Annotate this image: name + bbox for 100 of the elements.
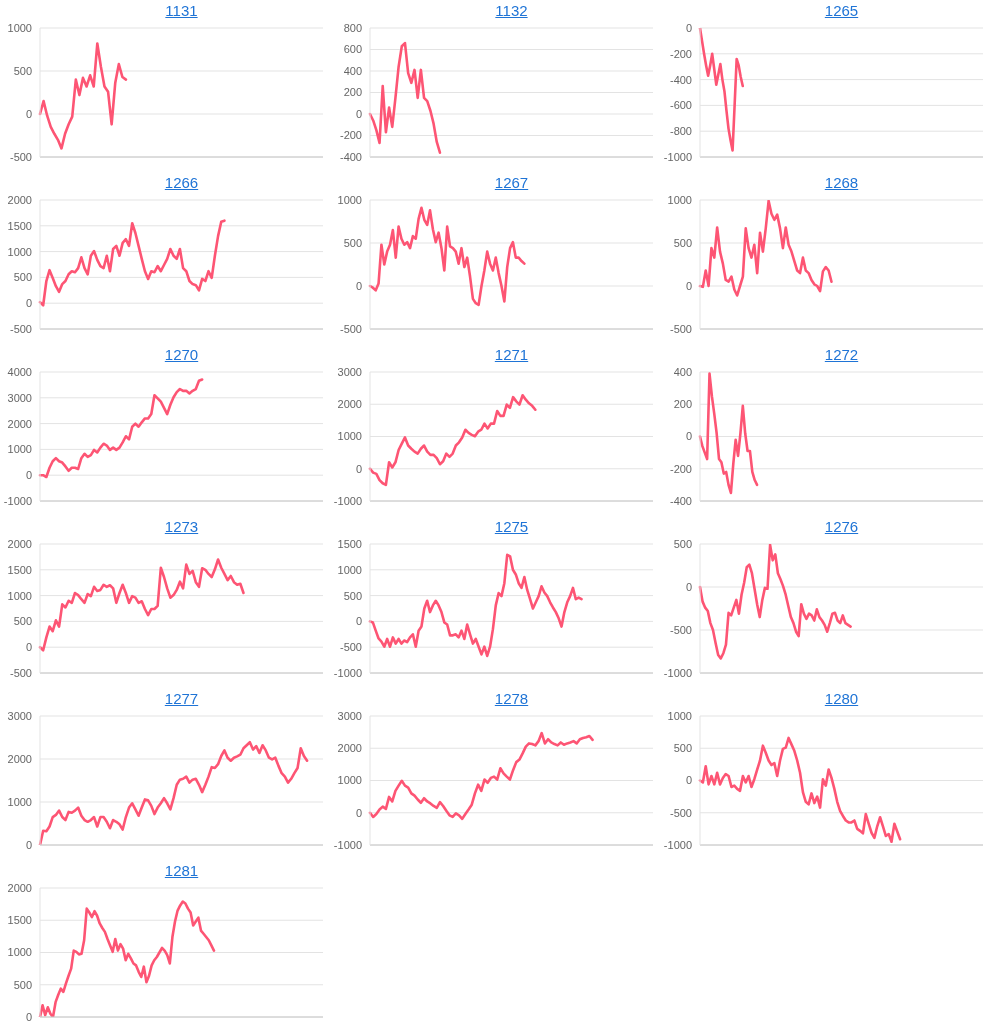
y-tick-label: 500 [343,589,362,602]
y-tick-label: -400 [669,494,692,507]
line-series [38,900,216,1017]
line-series [38,558,245,652]
y-tick-label: 0 [355,806,362,819]
y-tick-label: -1000 [3,494,32,507]
y-tick-label: 0 [25,107,32,120]
line-series [38,219,226,307]
y-tick-label: 2000 [7,752,32,765]
y-tick-label: 1000 [667,709,692,722]
y-tick-label: 800 [343,21,362,34]
y-tick-label: 500 [13,64,32,77]
y-tick-label: 500 [13,978,32,991]
line-series [368,553,583,658]
y-tick-label: -500 [9,666,32,679]
line-series [38,740,309,845]
y-tick-label: -1000 [663,150,692,163]
y-tick-label: 400 [343,64,362,77]
y-tick-label: 0 [25,838,32,851]
y-tick-label: -500 [9,150,32,163]
y-tick-label: -500 [669,806,692,819]
y-tick-label: 500 [673,742,692,755]
y-tick-label: 0 [25,641,32,654]
y-tick-label: 4000 [7,365,32,378]
y-tick-label: -500 [669,623,692,636]
y-tick-label: -500 [669,322,692,335]
chart-title: 1273 [163,518,200,535]
y-tick-label: 2000 [7,417,32,430]
y-tick-label: 1500 [7,219,32,232]
y-tick-label: 0 [355,279,362,292]
chart-title: 1280 [823,690,860,707]
y-tick-label: -200 [669,462,692,475]
y-tick-label: -400 [669,73,692,86]
y-tick-label: 200 [673,398,692,411]
line-series [698,200,833,297]
y-tick-label: -600 [669,99,692,112]
y-tick-label: -500 [339,322,362,335]
y-tick-label: 500 [13,615,32,628]
chart-title: 1272 [823,346,860,363]
chart-title: 1281 [163,862,200,879]
y-tick-label: -1000 [333,666,362,679]
y-tick-label: 500 [673,236,692,249]
y-tick-label: 600 [343,43,362,56]
y-tick-label: 0 [685,580,692,593]
y-tick-label: -1000 [663,838,692,851]
line-series [38,378,204,479]
y-tick-label: 1000 [337,430,362,443]
chart-title: 1270 [163,346,200,363]
chart-title: 1132 [494,2,529,19]
y-tick-label: 1000 [7,443,32,456]
chart-title: 1268 [823,174,860,191]
chart-title: 1276 [823,518,860,535]
y-tick-label: 0 [685,774,692,787]
y-tick-label: 0 [25,1010,32,1023]
y-tick-label: 0 [25,469,32,482]
y-tick-label: -400 [339,150,362,163]
y-tick-label: 0 [355,462,362,475]
y-tick-label: 1000 [337,563,362,576]
y-tick-label: 500 [343,236,362,249]
y-tick-label: 1000 [337,193,362,206]
y-tick-label: 400 [673,365,692,378]
y-tick-label: 0 [685,21,692,34]
y-tick-label: 1000 [667,193,692,206]
y-tick-label: -1000 [663,666,692,679]
y-tick-label: 0 [355,107,362,120]
y-tick-label: 1500 [7,563,32,576]
chart-title: 1265 [823,2,860,19]
y-tick-label: 2000 [7,881,32,894]
line-series [698,736,902,844]
y-tick-label: 2000 [337,398,362,411]
y-tick-label: 3000 [7,709,32,722]
line-series [368,206,526,307]
line-series [368,41,442,154]
line-series [698,28,745,152]
y-tick-label: -1000 [333,494,362,507]
line-series [38,42,128,150]
line-series [368,393,537,487]
y-tick-label: -200 [669,47,692,60]
y-tick-label: 500 [673,537,692,550]
y-tick-label: 0 [685,430,692,443]
y-tick-label: 1000 [7,795,32,808]
chart-title: 1266 [163,174,200,191]
line-series [698,544,852,660]
y-tick-label: 3000 [7,391,32,404]
y-tick-label: -1000 [333,838,362,851]
chart-title: 1278 [493,690,530,707]
y-tick-label: -800 [669,125,692,138]
y-tick-label: 2000 [7,193,32,206]
chart-title: 1267 [493,174,530,191]
y-tick-label: 1000 [7,946,32,959]
y-tick-label: 3000 [337,709,362,722]
chart-title: 1275 [493,518,530,535]
line-series [698,372,759,495]
line-series [368,731,594,821]
y-tick-label: 0 [685,279,692,292]
y-tick-label: 3000 [337,365,362,378]
y-tick-label: 0 [355,615,362,628]
y-tick-label: -200 [339,129,362,142]
y-tick-label: 1000 [7,589,32,602]
y-tick-label: 200 [343,86,362,99]
